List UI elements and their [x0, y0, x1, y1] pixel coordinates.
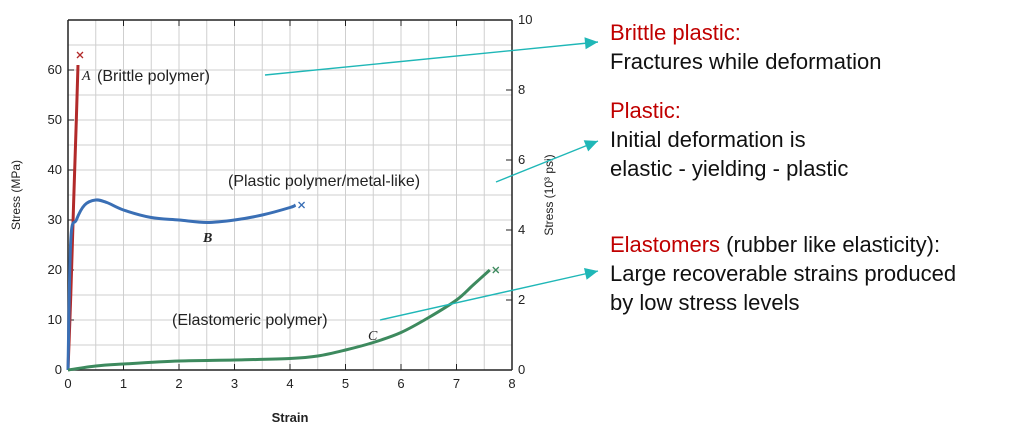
- series-A-fracture-marker: [76, 51, 84, 59]
- x-tick-label: 5: [342, 376, 349, 391]
- x-axis-label: Strain: [272, 410, 309, 425]
- note-brittle-title: Brittle plastic:: [610, 20, 741, 45]
- y-tick-label: 40: [48, 162, 62, 177]
- x-tick-label: 2: [175, 376, 182, 391]
- series-C-fracture-marker: [492, 266, 500, 274]
- y2-axis-label: Stress (10³ psi): [542, 154, 556, 235]
- note-plastic-title: Plastic:: [610, 98, 681, 123]
- series-B-line: [66, 198, 297, 371]
- series-B-label: (Plastic polymer/metal-like): [228, 173, 420, 190]
- note-plastic-line-1: Initial deformation is: [610, 127, 806, 152]
- y-tick-label: 50: [48, 112, 62, 127]
- x-tick-label: 1: [120, 376, 127, 391]
- note-elastomers: Elastomers (rubber like elasticity): Lar…: [610, 230, 956, 317]
- y2-tick-label: 4: [518, 222, 525, 237]
- arrow-brittle-line: [264, 41, 599, 76]
- note-brittle: Brittle plastic: Fractures while deforma…: [610, 18, 881, 76]
- y-tick-label: 0: [55, 362, 62, 377]
- note-elastomers-title: Elastomers: [610, 232, 721, 257]
- note-plastic-line-2: elastic - yielding - plastic: [610, 156, 849, 181]
- series-B-fracture-marker: [298, 201, 306, 209]
- y-tick-label: 30: [48, 212, 62, 227]
- arrow-elastomer-line: [379, 270, 599, 321]
- note-elastomers-title-rest: (rubber like elasticity):: [720, 232, 941, 257]
- x-tick-label: 6: [397, 376, 404, 391]
- y-tick-label: 20: [48, 262, 62, 277]
- arrow-plastic-line: [495, 140, 599, 183]
- x-tick-label: 7: [453, 376, 460, 391]
- y2-tick-label: 10: [518, 12, 532, 27]
- y-tick-label: 60: [48, 62, 62, 77]
- y-axis-label: Stress (MPa): [9, 160, 23, 230]
- arrow-plastic-head: [583, 140, 598, 152]
- chart-ticks: 0 1 2 3 4 5 6 7 801020304050600246810StrainStres…: [9, 12, 556, 425]
- y2-tick-label: 0: [518, 362, 525, 377]
- arrow-brittle-head: [584, 37, 598, 50]
- chart-annotations: A (Brittle polymer) B (Plastic polymer/meta…: [81, 68, 420, 344]
- x-tick-label: 3: [231, 376, 238, 391]
- note-plastic: Plastic: Initial deformation is elastic …: [610, 96, 848, 183]
- y2-tick-label: 6: [518, 152, 525, 167]
- series-C-letter: C: [368, 329, 378, 344]
- series-C-line: [67, 268, 491, 372]
- note-brittle-line-1: Fractures while deformation: [610, 49, 882, 74]
- x-tick-label: 4: [286, 376, 293, 391]
- note-elastomers-title-row: Elastomers (rubber like elasticity):: [610, 230, 956, 259]
- x-tick-label: 8: [508, 376, 515, 391]
- note-elastomers-line-1: Large recoverable strains produced: [610, 261, 957, 286]
- series-A-letter: A: [81, 69, 91, 84]
- x-tick-label: 0: [64, 376, 71, 391]
- series-C-label: (Elastomeric polymer): [172, 312, 328, 329]
- chart-arrows: [264, 37, 599, 321]
- arrow-elastomer-head: [584, 267, 598, 280]
- chart-grid: [68, 20, 512, 370]
- y-tick-label: 10: [48, 312, 62, 327]
- series-B-letter: B: [202, 231, 212, 246]
- note-elastomers-line-2: by low stress levels: [610, 290, 800, 315]
- y2-tick-label: 8: [518, 82, 525, 97]
- series-A-label: (Brittle polymer): [97, 68, 210, 85]
- chart-series: [66, 51, 500, 372]
- y2-tick-label: 2: [518, 292, 525, 307]
